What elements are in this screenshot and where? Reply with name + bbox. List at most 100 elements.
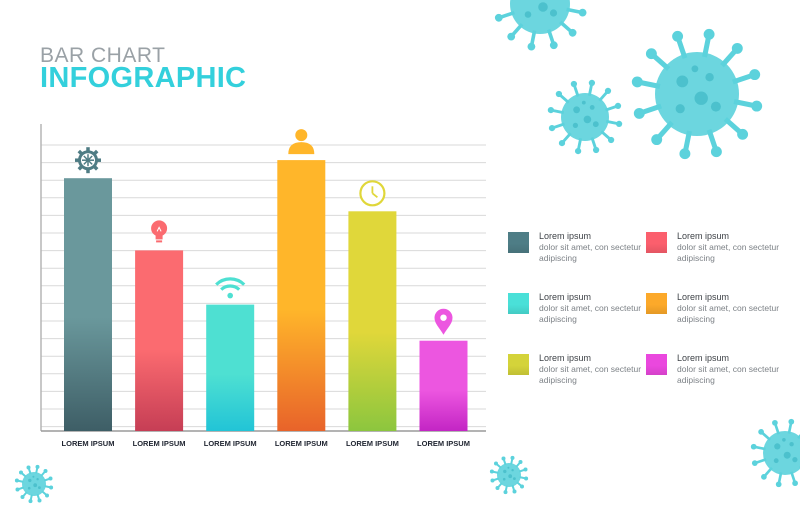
legend-item-title: Lorem ipsum — [677, 231, 730, 241]
virus-spot — [511, 469, 514, 472]
virus-spike-tip — [549, 41, 558, 50]
virus-spot — [572, 122, 578, 128]
virus-body — [510, 0, 570, 34]
virus-spike-tip — [15, 487, 20, 492]
virus-icon — [494, 0, 587, 51]
x-tick-label: LOREM IPSUM — [62, 439, 115, 448]
virus-spike-tip — [604, 87, 612, 95]
x-tick-label: LOREM IPSUM — [346, 439, 399, 448]
chart-title-line1: BAR CHART — [40, 44, 166, 67]
virus-spot — [38, 486, 41, 489]
virus-spot — [592, 121, 599, 128]
virus-spike-tip — [494, 461, 498, 466]
virus-spike-tip — [527, 42, 536, 51]
virus-spot — [773, 458, 779, 464]
virus-spike-tip — [489, 469, 494, 474]
virus-spot — [694, 91, 708, 105]
legend-swatch — [508, 354, 529, 375]
virus-spike-tip — [607, 136, 615, 144]
virus-icon — [631, 28, 763, 160]
legend-swatch — [508, 232, 529, 253]
legend-item: Lorem ipsum dolor sit amet, con sectetur… — [508, 350, 641, 390]
virus-spike-tip — [524, 476, 529, 481]
legend-item-desc: dolor sit amet, con sectetur adipiscing — [539, 364, 642, 385]
virus-spike-tip — [761, 474, 767, 480]
person-icon — [288, 129, 315, 155]
bar — [135, 250, 184, 431]
virus-spike-tip — [772, 419, 778, 426]
virus-spot — [581, 100, 586, 105]
virus-spike-tip — [555, 90, 563, 98]
virus-spike-tip — [750, 443, 757, 450]
virus-spot — [503, 469, 507, 474]
virus-spike-tip — [578, 8, 587, 17]
virus-spot — [513, 477, 516, 480]
virus-spot — [583, 115, 592, 124]
legend-item: Lorem ipsum dolor sit amet, con sectetur… — [646, 350, 779, 390]
x-tick-label: LOREM IPSUM — [133, 439, 186, 448]
grid — [41, 144, 486, 428]
virus-spot — [789, 442, 794, 447]
legend-item-desc: dolor sit amet, con sectetur adipiscing — [677, 242, 780, 263]
x-tick-label: LOREM IPSUM — [204, 439, 257, 448]
legend-item-title: Lorem ipsum — [539, 292, 592, 302]
virus-spike-tip — [737, 128, 749, 140]
virus-spot — [28, 478, 32, 483]
legend-swatch — [646, 232, 667, 253]
virus-spot — [33, 483, 38, 488]
chart-title-line2: INFOGRAPHIC — [40, 62, 247, 94]
legend-item-desc: dolor sit amet, con sectetur adipiscing — [539, 242, 642, 263]
x-tick-label: LOREM IPSUM — [275, 439, 328, 448]
virus-spike-tip — [495, 486, 500, 490]
virus-spike-tip — [20, 495, 25, 499]
legend-item-desc: dolor sit amet, con sectetur adipiscing — [677, 303, 780, 324]
virus-spike-tip — [568, 28, 577, 37]
legend-item: Lorem ipsum dolor sit amet, con sectetur… — [508, 289, 641, 329]
virus-spike-tip — [512, 489, 517, 494]
x-tick-label: LOREM IPSUM — [417, 439, 470, 448]
gear-icon — [75, 147, 101, 174]
virus-spot — [589, 105, 595, 110]
virus-spike-tip — [35, 464, 40, 469]
virus-spike-tip — [731, 42, 743, 54]
virus-spike-tip — [14, 478, 19, 483]
virus-spike-tip — [751, 100, 763, 112]
virus-spike-tip — [679, 148, 691, 160]
clock-icon — [359, 180, 386, 207]
virus-spike-tip — [523, 467, 528, 472]
bar — [64, 178, 112, 431]
bar — [419, 340, 468, 431]
virus-body — [763, 431, 800, 475]
virus-spot — [705, 73, 714, 82]
legend-item: Lorem ipsum dolor sit amet, con sectetur… — [646, 228, 779, 268]
virus-spike-tip — [645, 48, 657, 60]
virus-spot — [573, 106, 580, 114]
legend-item-title: Lorem ipsum — [539, 353, 592, 363]
legend-swatch — [646, 293, 667, 314]
virus-spike-tip — [501, 456, 506, 461]
virus-spike-tip — [749, 69, 761, 81]
virus-spike-tip — [48, 476, 53, 481]
virus-spike-tip — [37, 498, 42, 503]
virus-spot — [549, 9, 558, 17]
legend-item-title: Lorem ipsum — [539, 231, 592, 241]
virus-spike-tip — [45, 493, 49, 498]
virus-spot — [783, 451, 791, 459]
virus-spike-tip — [651, 134, 663, 146]
virus-spike-tip — [26, 465, 31, 470]
virus-spike-tip — [570, 80, 578, 88]
virus-spike-tip — [490, 478, 495, 483]
virus-spot — [538, 2, 548, 12]
virus-spike-tip — [592, 146, 600, 154]
virus-spike-tip — [788, 418, 795, 425]
virus-spike-tip — [558, 139, 566, 147]
virus-spike-tip — [631, 76, 643, 88]
virus-spike-tip — [520, 484, 524, 489]
legend-item: Lorem ipsum dolor sit amet, con sectetur… — [646, 289, 779, 329]
virus-spot — [27, 486, 31, 490]
virus-spike-tip — [703, 28, 715, 40]
virus-spike-tip — [614, 102, 622, 110]
legend-item-desc: dolor sit amet, con sectetur adipiscing — [539, 303, 642, 324]
virus-spot — [774, 443, 781, 450]
